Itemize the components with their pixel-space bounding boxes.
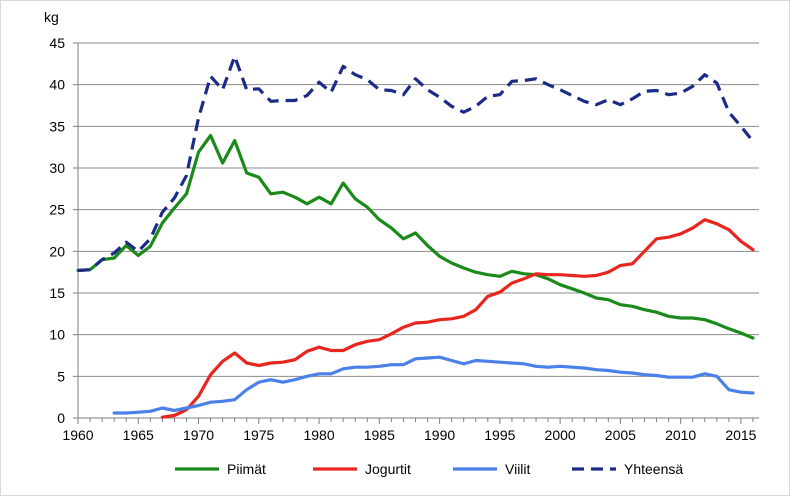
x-tick-label: 2005 (605, 427, 636, 443)
y-tick-label: 10 (49, 327, 65, 343)
y-tick-label: 35 (49, 118, 65, 134)
x-tick-label: 1995 (484, 427, 515, 443)
legend: Piimät Jogurtit Viilit Yhteensä (175, 461, 683, 477)
y-tick-label: 15 (49, 285, 65, 301)
y-unit-label: kg (44, 9, 59, 25)
y-tick-label: 5 (57, 368, 65, 384)
y-tick-label: 25 (49, 202, 65, 218)
series-line-3 (112, 355, 755, 415)
x-tick-label: 1970 (183, 427, 214, 443)
y-tick-label: 40 (49, 77, 65, 93)
y-tick-label: 0 (57, 410, 65, 426)
legend-label-3: Viilit (505, 461, 531, 477)
legend-label-2: Jogurtit (365, 461, 411, 477)
x-tick-label: 1960 (62, 427, 93, 443)
x-tick-label: 1975 (243, 427, 274, 443)
axes (73, 42, 759, 424)
y-tick-label: 45 (49, 35, 65, 51)
tick-labels: 0 5 10 15 20 25 30 35 40 45 1960 1965 1970 1975 1980 19… (49, 35, 756, 443)
y-tick-label: 20 (49, 243, 65, 259)
series-line-4 (77, 54, 755, 273)
series-line-1 (76, 133, 755, 340)
x-tick-label: 1980 (303, 427, 334, 443)
y-tick-label: 30 (49, 160, 65, 176)
x-tick-label: 2010 (665, 427, 696, 443)
x-tick-label: 1985 (364, 427, 395, 443)
series-lines (76, 54, 755, 419)
x-tick-label: 2000 (545, 427, 576, 443)
legend-label-4: Yhteensä (624, 461, 683, 477)
series-line-2 (160, 218, 755, 419)
legend-label-1: Piimät (227, 461, 266, 477)
x-tick-label: 1965 (123, 427, 154, 443)
x-tick-label: 2015 (725, 427, 756, 443)
x-tick-label: 1990 (424, 427, 455, 443)
gridlines (78, 42, 759, 377)
